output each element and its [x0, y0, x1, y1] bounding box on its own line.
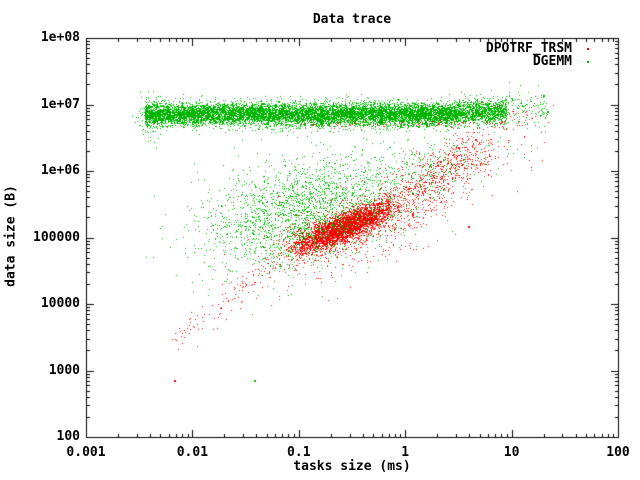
legend-label-dpotrf-trsm: DPOTRF_TRSM — [485, 41, 572, 56]
y-tick-label: 100000 — [33, 230, 80, 245]
y-tick-label: 10000 — [40, 296, 80, 311]
x-tick-label: 100 — [606, 445, 630, 460]
x-axis-label: tasks size (ms) — [293, 459, 411, 474]
x-tick-label: 0.001 — [66, 445, 106, 460]
y-tick-label: 1e+08 — [40, 30, 80, 45]
x-tick-label: 1 — [401, 445, 410, 460]
legend-row: DGEMM — [486, 54, 589, 69]
y-tick-label: 100 — [56, 429, 80, 444]
y-tick-label: 1000 — [48, 363, 80, 378]
x-tick-label: 0.1 — [287, 445, 311, 460]
y-tick-label: 1e+07 — [40, 97, 80, 112]
x-tick-label: 10 — [503, 445, 520, 460]
legend-marker-dot-icon — [587, 47, 589, 50]
legend-marker-dot-icon — [587, 60, 589, 63]
legend-label-dgemm: DGEMM — [532, 54, 572, 69]
y-tick-label: 1e+06 — [40, 163, 80, 178]
chart-title: Data trace — [312, 12, 392, 27]
legend-row: DPOTRF_TRSM — [485, 41, 589, 56]
legend: DPOTRF_TRSM DGEMM — [485, 41, 589, 69]
x-tick-label: 0.01 — [176, 445, 209, 460]
